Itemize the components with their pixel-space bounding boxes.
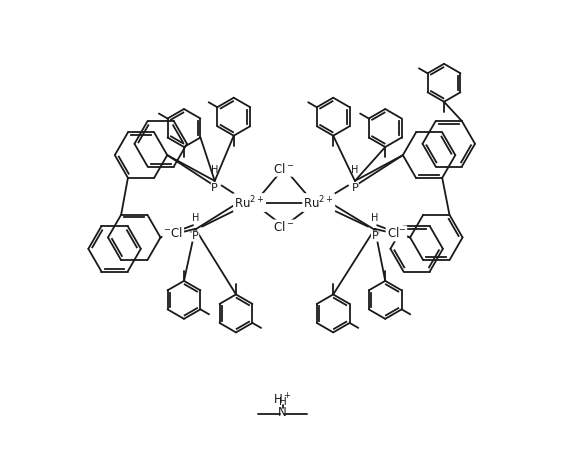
Text: P: P xyxy=(211,183,218,193)
Text: Ru$^{2+}$: Ru$^{2+}$ xyxy=(304,194,334,211)
Text: P: P xyxy=(192,231,199,241)
Text: Cl$^-$: Cl$^-$ xyxy=(273,162,294,176)
Text: H: H xyxy=(211,166,218,176)
Text: H$^+$: H$^+$ xyxy=(273,393,292,408)
Text: N: N xyxy=(278,405,287,419)
Text: P: P xyxy=(372,231,378,241)
Text: H: H xyxy=(371,213,378,223)
Text: P: P xyxy=(351,183,358,193)
Text: H: H xyxy=(192,213,199,223)
Text: $^{-}$Cl: $^{-}$Cl xyxy=(163,227,183,240)
Text: Cl$^{-}$: Cl$^{-}$ xyxy=(386,227,406,240)
Text: Ru$^{2+}$: Ru$^{2+}$ xyxy=(234,194,265,211)
Text: H: H xyxy=(279,397,286,407)
Text: H: H xyxy=(351,166,359,176)
Text: Cl$^-$: Cl$^-$ xyxy=(273,221,294,234)
